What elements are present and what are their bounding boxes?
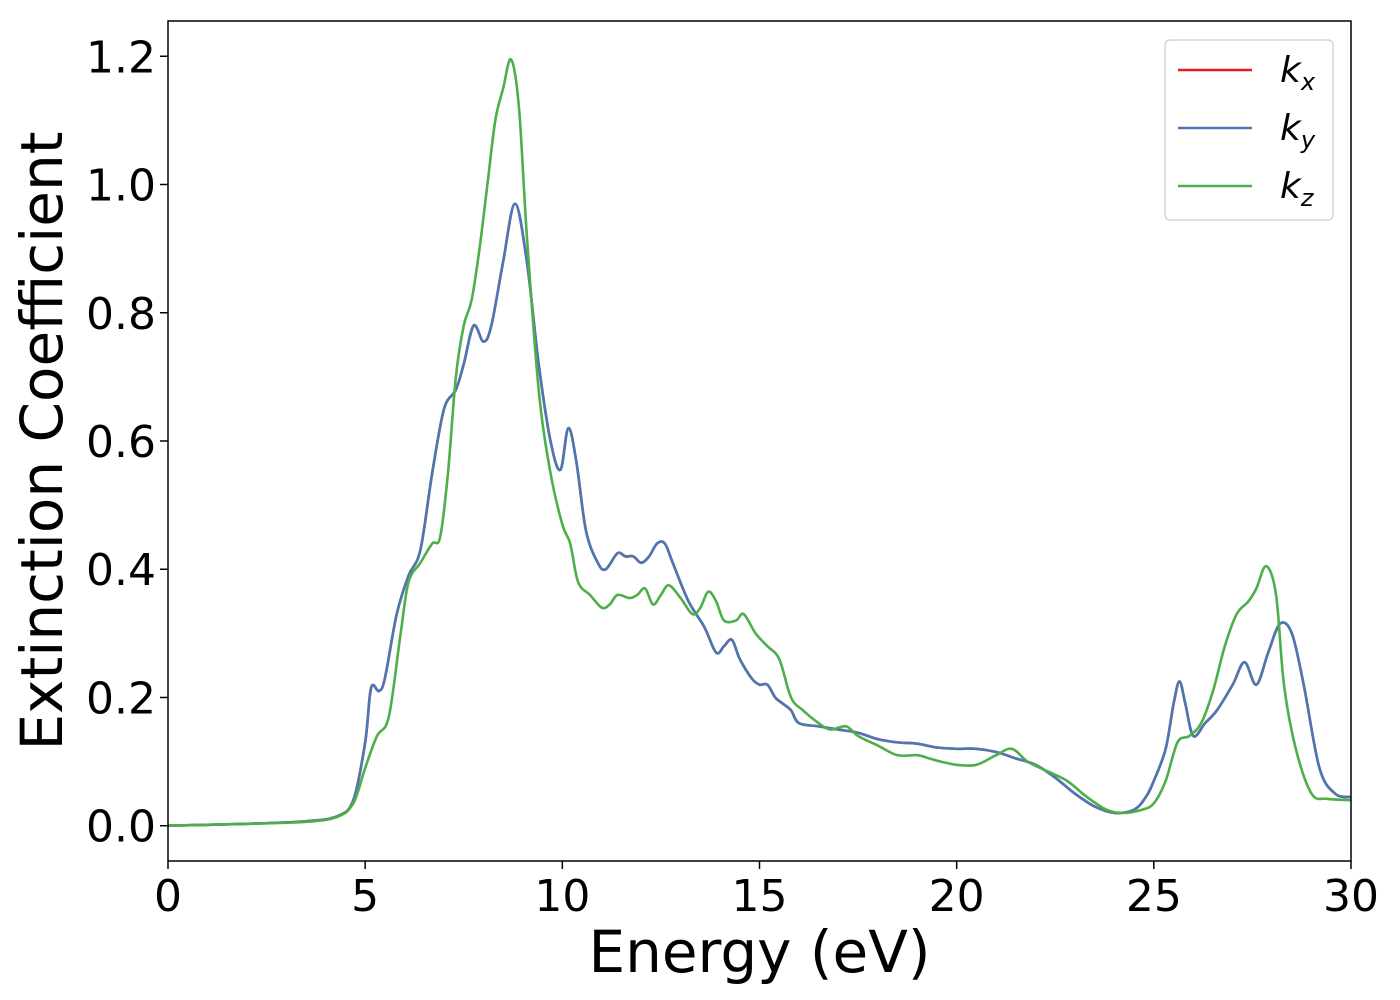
y-tick-label: 0.0 [86, 802, 156, 853]
legend-entry-ky: ky [1280, 108, 1316, 154]
x-tick-label: 0 [154, 871, 182, 922]
series-line-kz [168, 58, 1351, 828]
legend: kx ky kz [1164, 39, 1334, 221]
legend-box [1164, 39, 1334, 221]
x-tick-label: 30 [1323, 871, 1379, 922]
x-tick-label: 5 [351, 871, 379, 922]
x-tick-label: 15 [732, 871, 788, 922]
y-tick-label: 0.8 [86, 289, 156, 340]
series-layer [168, 58, 1351, 828]
y-axis-label: Extinction Coefficient [8, 132, 76, 751]
legend-entry-kz: kz [1280, 166, 1315, 212]
x-tick-label: 10 [534, 871, 590, 922]
y-tick-label: 0.6 [86, 417, 156, 468]
y-tick-label: 0.2 [86, 673, 156, 724]
legend-entry-kx: kx [1280, 50, 1316, 96]
series-line-ky [168, 202, 1351, 828]
x-axis-label: Energy (eV) [588, 918, 930, 986]
y-tick-label: 0.4 [86, 545, 156, 596]
x-tick-label: 25 [1126, 871, 1182, 922]
ticks-layer: 0 5 10 15 20 25 30 0.0 0.2 0.4 0.6 0.8 1.0 1.2 [86, 32, 1379, 922]
y-tick-label: 1.2 [86, 32, 156, 83]
y-tick-label: 1.0 [86, 161, 156, 212]
x-tick-label: 20 [929, 871, 985, 922]
